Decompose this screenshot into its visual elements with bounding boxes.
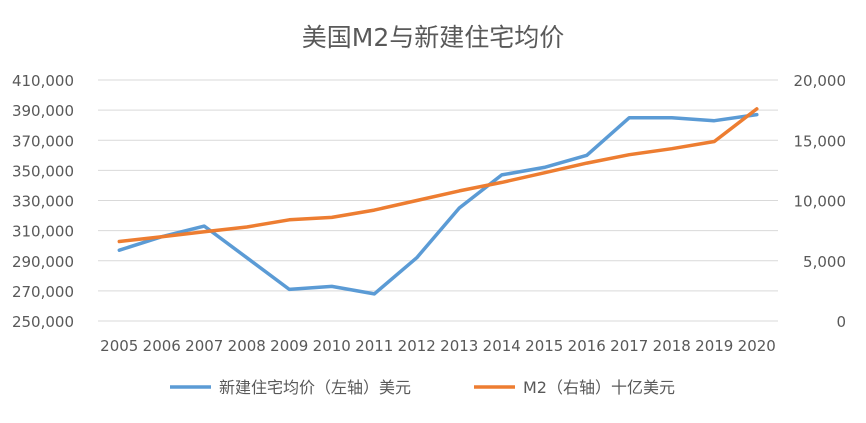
data-point bbox=[330, 285, 333, 288]
x-tick-label: 2011 bbox=[355, 337, 393, 355]
right-y-tick-label: 20,000 bbox=[794, 72, 847, 90]
data-point bbox=[203, 225, 206, 228]
data-point bbox=[118, 249, 121, 252]
x-tick-label: 2016 bbox=[568, 337, 606, 355]
data-point bbox=[500, 181, 503, 184]
data-point bbox=[203, 230, 206, 233]
data-point bbox=[415, 256, 418, 259]
data-point bbox=[755, 107, 758, 110]
data-point bbox=[670, 147, 673, 150]
data-point bbox=[458, 189, 461, 192]
series-line-1 bbox=[117, 107, 759, 244]
data-point bbox=[160, 235, 163, 238]
x-tick-label: 2006 bbox=[143, 337, 181, 355]
x-tick-label: 2018 bbox=[653, 337, 691, 355]
data-point bbox=[415, 199, 418, 202]
x-axis: 2005 2006 2007 2008 2009 2010 2011 2012 2013 2014… bbox=[100, 337, 776, 355]
right-y-axis: 0 5,000 10,000 15,000 20,000 bbox=[794, 72, 847, 331]
x-tick-label: 2012 bbox=[398, 337, 436, 355]
data-point bbox=[543, 171, 546, 174]
series-line-0 bbox=[117, 112, 759, 296]
x-tick-label: 2017 bbox=[610, 337, 648, 355]
data-point bbox=[458, 207, 461, 210]
x-tick-label: 2008 bbox=[228, 337, 266, 355]
x-tick-label: 2007 bbox=[185, 337, 223, 355]
left-y-tick-label: 250,000 bbox=[12, 313, 74, 331]
x-tick-label: 2014 bbox=[483, 337, 521, 355]
left-y-tick-label: 370,000 bbox=[12, 132, 74, 150]
data-point bbox=[543, 166, 546, 169]
right-y-tick-label: 0 bbox=[836, 313, 846, 331]
left-y-tick-label: 290,000 bbox=[12, 253, 74, 271]
data-point bbox=[373, 292, 376, 295]
data-point bbox=[628, 153, 631, 156]
data-point bbox=[245, 226, 248, 229]
left-y-tick-label: 410,000 bbox=[12, 72, 74, 90]
x-tick-label: 2009 bbox=[270, 337, 308, 355]
data-point bbox=[288, 288, 291, 291]
left-y-tick-label: 330,000 bbox=[12, 193, 74, 211]
data-point bbox=[670, 116, 673, 119]
legend: 新建住宅均价（左轴）美元 M2（右轴）十亿美元 bbox=[170, 378, 675, 397]
legend-label: 新建住宅均价（左轴）美元 bbox=[219, 378, 411, 397]
chart-title: 美国M2与新建住宅均价 bbox=[302, 23, 564, 52]
left-y-tick-label: 350,000 bbox=[12, 162, 74, 180]
left-y-tick-label: 270,000 bbox=[12, 283, 74, 301]
right-y-tick-label: 5,000 bbox=[803, 253, 846, 271]
x-tick-label: 2019 bbox=[695, 337, 733, 355]
x-tick-label: 2005 bbox=[100, 337, 138, 355]
x-tick-label: 2010 bbox=[313, 337, 351, 355]
x-tick-label: 2013 bbox=[440, 337, 478, 355]
data-point bbox=[245, 256, 248, 259]
data-point bbox=[373, 209, 376, 212]
data-point bbox=[713, 140, 716, 143]
data-point bbox=[628, 116, 631, 119]
data-point bbox=[288, 218, 291, 221]
data-point bbox=[118, 240, 121, 243]
data-point bbox=[585, 162, 588, 165]
x-tick-label: 2020 bbox=[738, 337, 776, 355]
data-point bbox=[755, 113, 758, 116]
left-y-tick-label: 310,000 bbox=[12, 223, 74, 241]
x-tick-label: 2015 bbox=[525, 337, 563, 355]
data-point bbox=[330, 216, 333, 219]
data-point bbox=[713, 119, 716, 122]
left-y-axis: 250,000 270,000 290,000 310,000 330,000 350,0… bbox=[12, 72, 74, 331]
data-point bbox=[500, 173, 503, 176]
data-point bbox=[585, 154, 588, 157]
right-y-tick-label: 15,000 bbox=[794, 132, 847, 150]
right-y-tick-label: 10,000 bbox=[794, 193, 847, 211]
left-y-tick-label: 390,000 bbox=[12, 102, 74, 120]
series-layer bbox=[117, 107, 759, 296]
legend-label: M2（右轴）十亿美元 bbox=[523, 378, 675, 397]
